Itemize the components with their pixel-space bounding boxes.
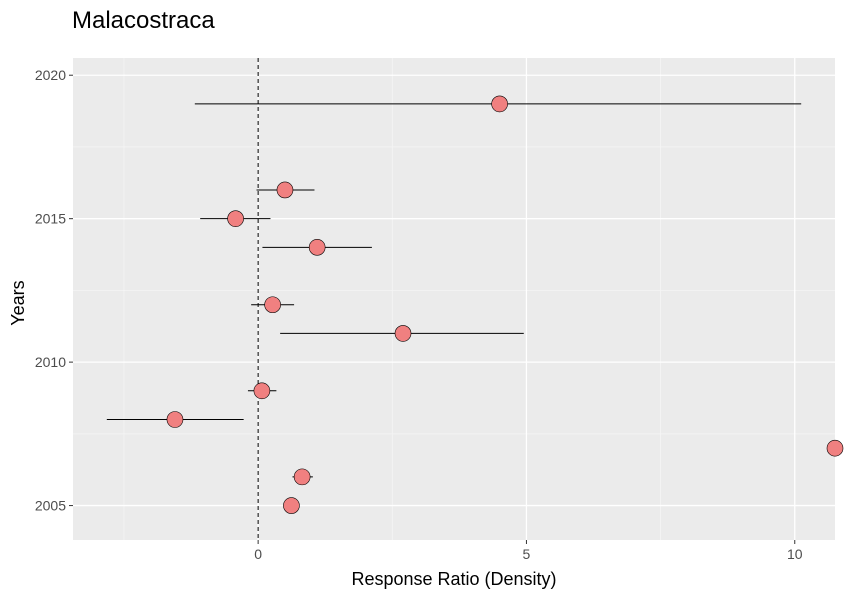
- y-tick-label: 2020: [35, 67, 66, 83]
- data-point: [166, 411, 184, 428]
- data-point: [308, 239, 326, 256]
- data-point: [264, 296, 281, 314]
- data-point: [276, 181, 294, 199]
- data-points: [166, 95, 844, 514]
- data-point: [491, 95, 508, 113]
- data-point: [394, 325, 412, 342]
- gridlines: [73, 58, 835, 540]
- data-point: [227, 210, 244, 227]
- plot-panel: [73, 58, 835, 540]
- chart-title: Malacostraca: [72, 7, 215, 34]
- data-point: [283, 497, 300, 514]
- data-point: [293, 468, 311, 486]
- x-tick-label: 10: [787, 546, 803, 562]
- y-axis-title: Years: [8, 280, 28, 325]
- data-point: [826, 439, 844, 457]
- x-tick-label: 0: [254, 546, 262, 562]
- y-axis: 2005 2010 2015 2020: [35, 67, 73, 514]
- y-tick-label: 2010: [35, 354, 66, 370]
- x-axis: 0 5 10: [254, 540, 803, 562]
- x-tick-label: 5: [523, 546, 531, 562]
- y-tick-label: 2015: [35, 211, 66, 227]
- data-point: [253, 382, 271, 400]
- x-axis-title: Response Ratio (Density): [351, 569, 556, 589]
- y-tick-label: 2005: [35, 498, 66, 514]
